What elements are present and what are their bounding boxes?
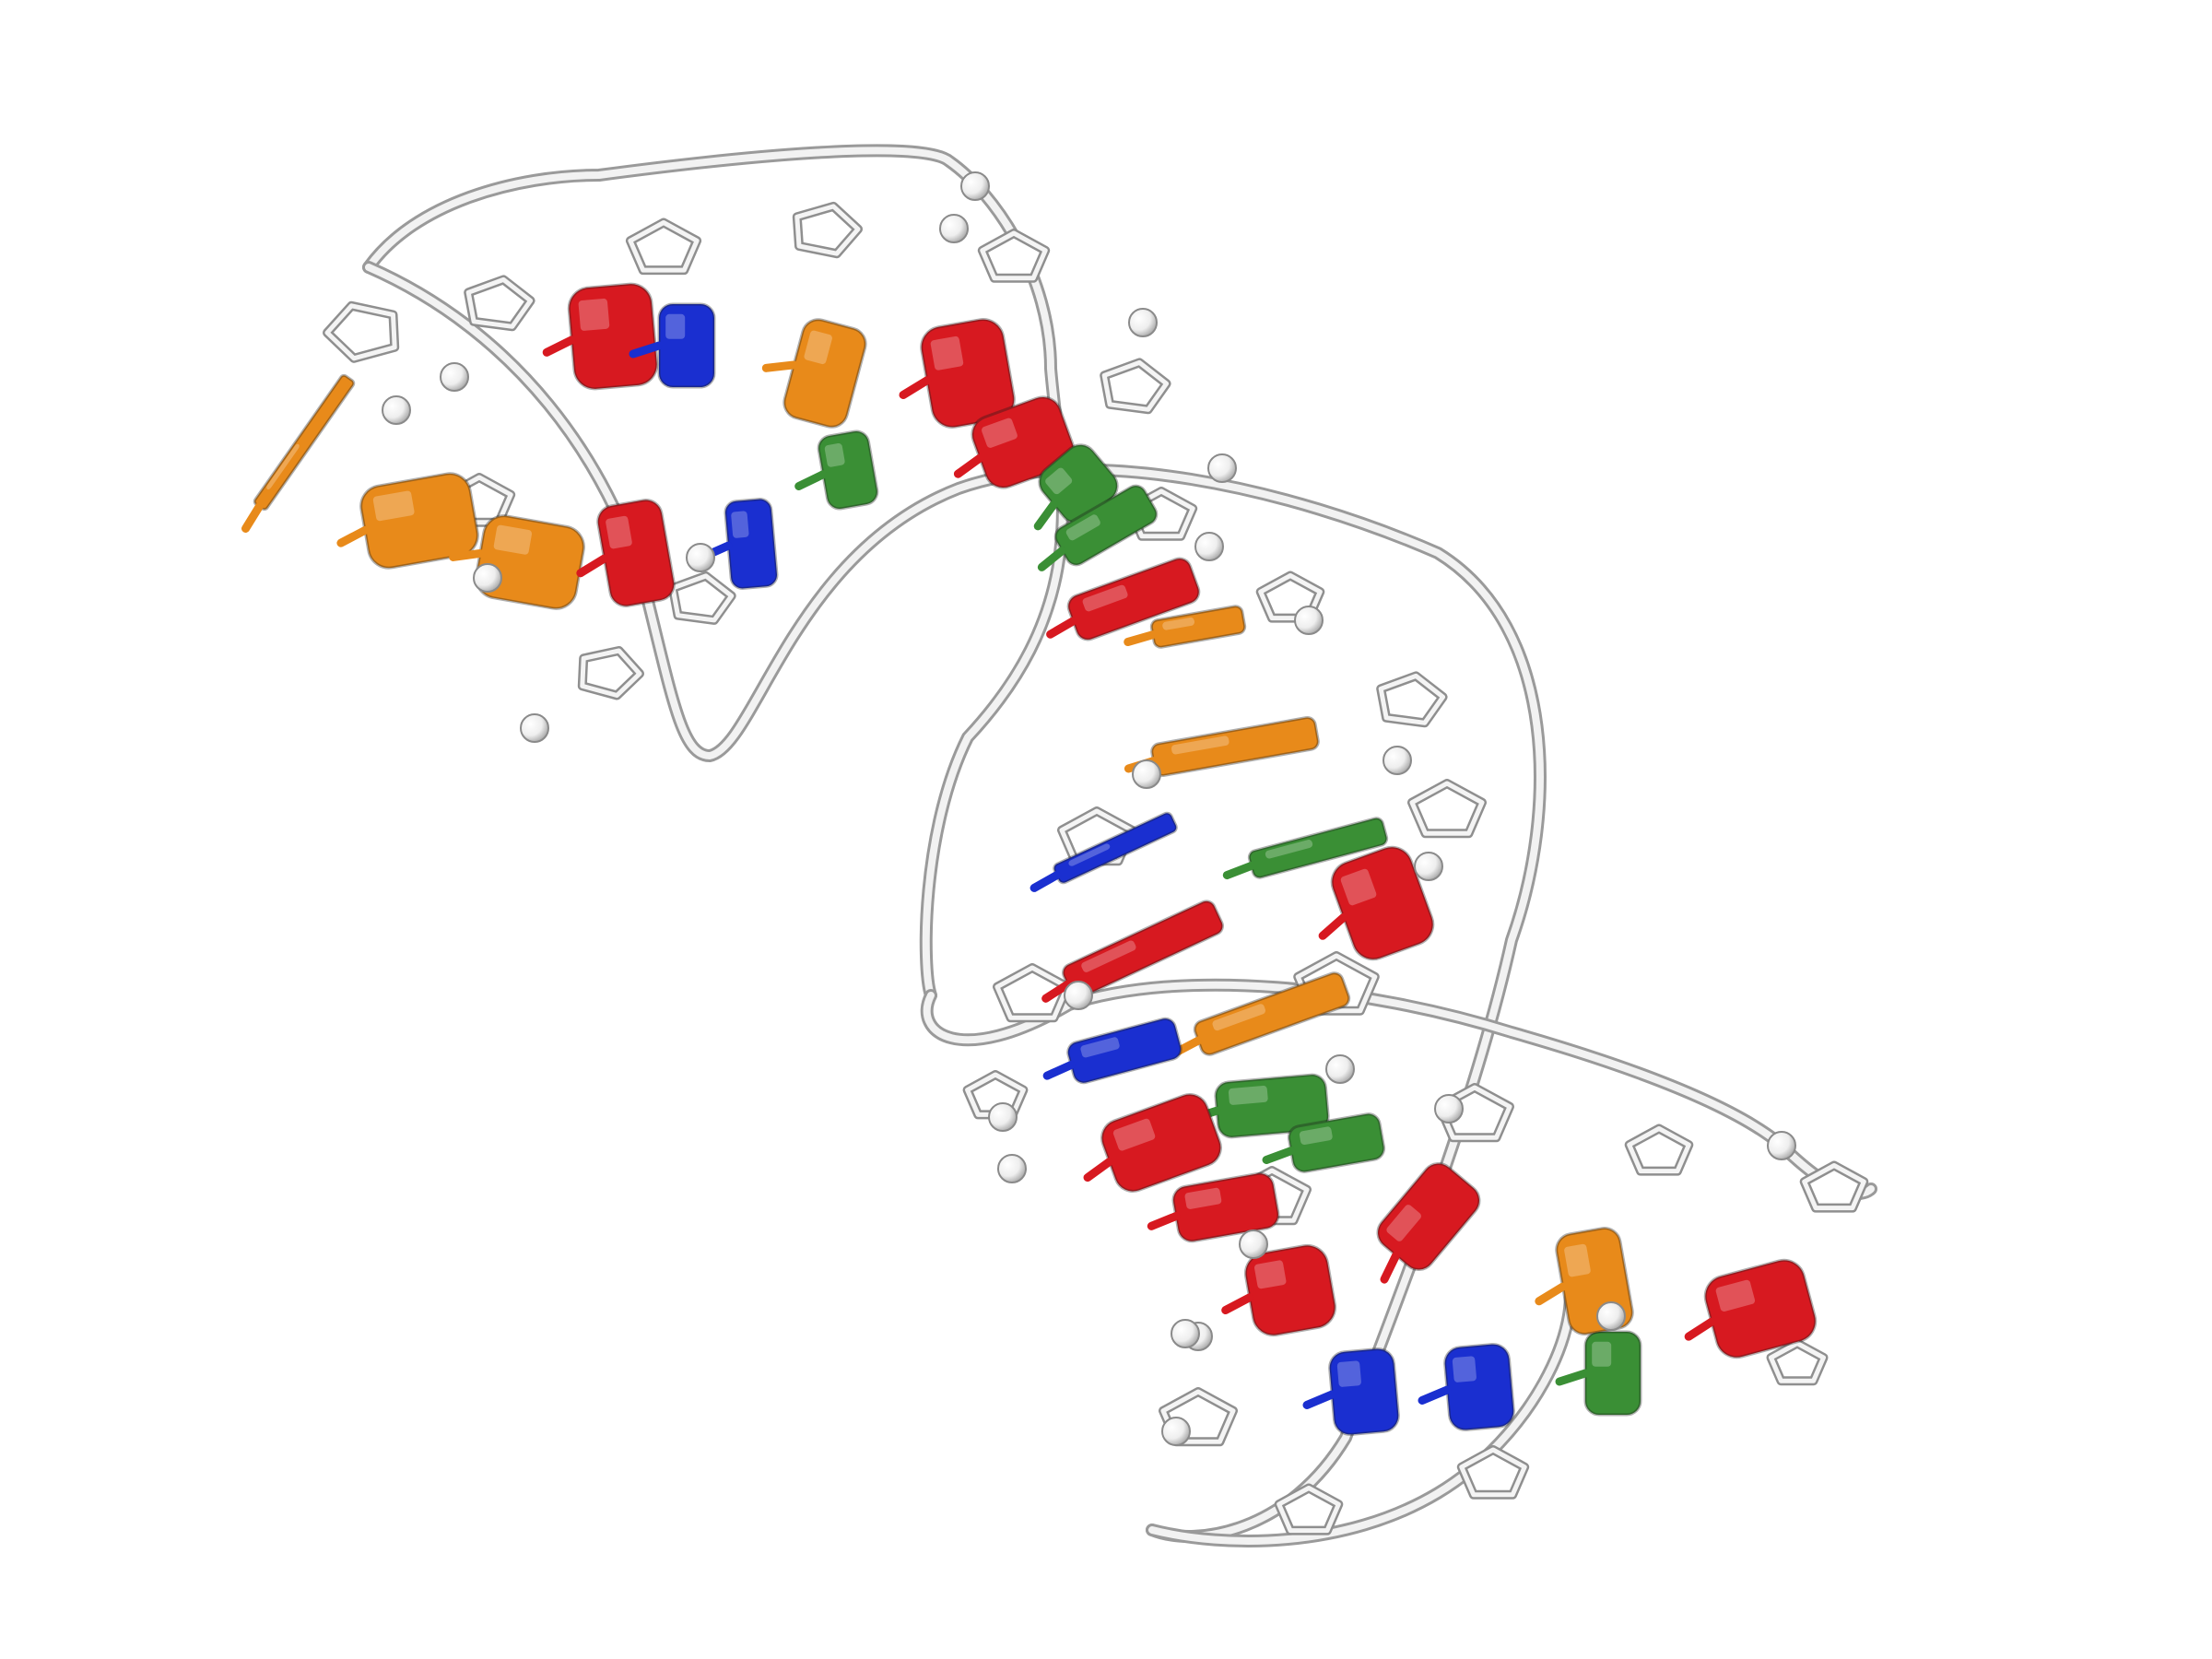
phosphate-sphere-icon [1171, 1319, 1200, 1348]
phosphate-sphere-icon [997, 1154, 1027, 1183]
guanine-base-icon [241, 373, 356, 533]
phosphate-sphere-icon [1239, 1230, 1268, 1259]
adenine-base-icon [1221, 1243, 1337, 1337]
sugar-ring-highlight [1378, 673, 1446, 725]
backbone-strand-1 [365, 147, 1066, 999]
phosphate-sphere-icon [520, 713, 549, 743]
phosphate-sphere-icon [1132, 759, 1161, 789]
sugar-ring-highlight [1277, 1486, 1341, 1534]
sugar-ring-highlight [1459, 1447, 1527, 1498]
sugar-ring-highlight [980, 230, 1048, 281]
backbone-strand-3-outline [920, 978, 1877, 1200]
cytosine-base-icon [1302, 1347, 1400, 1436]
adenine-base-icon [1318, 845, 1435, 961]
sugar-ring-highlight [465, 276, 534, 329]
sugar-ring-highlight [794, 204, 861, 256]
sugar-ring-highlight [1769, 1341, 1826, 1383]
sugar-ring-highlight [1409, 781, 1485, 836]
cytosine-base-icon [1042, 1017, 1182, 1085]
adenine-base-icon [1376, 1162, 1481, 1284]
phosphate-sphere-icon [1434, 1094, 1464, 1124]
phosphate-sphere-icon [1414, 852, 1443, 881]
adenine-base-icon [1083, 1093, 1222, 1193]
phosphate-sphere-icon [473, 563, 502, 593]
backbone-strand-2 [365, 264, 1544, 1540]
phosphate-sphere-icon [1161, 1417, 1191, 1446]
guanine-base-icon [761, 318, 867, 429]
cytosine-base-icon [1418, 1343, 1515, 1431]
phosphate-sphere-icon [440, 362, 469, 392]
phosphate-sphere-icon [988, 1102, 1018, 1132]
phosphate-sphere-icon [939, 214, 969, 243]
guanine-base-icon [336, 472, 479, 570]
sugar-ring-highlight [1627, 1126, 1691, 1174]
adenine-base-icon [953, 395, 1076, 489]
adenine-base-icon [899, 318, 1016, 429]
cytosine-base-icon [1030, 811, 1178, 892]
sugar-rings [323, 201, 1869, 1535]
sugar-ring-highlight [628, 220, 700, 273]
uracil-base-icon [794, 429, 879, 511]
phosphate-spheres [382, 171, 1796, 1446]
phosphate-sphere-icon [1194, 532, 1224, 561]
sugar-ring-highlight [1160, 1389, 1236, 1444]
phosphate-sphere-icon [1382, 746, 1412, 775]
adenine-base-icon [1147, 1171, 1280, 1243]
phosphate-sphere-icon [1325, 1054, 1355, 1084]
uracil-base-icon [1222, 817, 1389, 880]
phosphate-sphere-icon [1128, 308, 1158, 337]
uracil-base-icon [1262, 1112, 1386, 1173]
backbone-ribbon [362, 144, 1877, 1547]
guanine-base-icon [1171, 971, 1351, 1057]
adenine-base-icon [1684, 1258, 1818, 1359]
uracil-base-icon [1037, 484, 1159, 571]
sugar-ring-highlight [670, 573, 735, 623]
sugar-ring-highlight [1101, 359, 1170, 412]
cytosine-base-icon [699, 498, 779, 590]
phosphate-sphere-icon [382, 395, 411, 425]
sugar-ring-highlight [1295, 953, 1378, 1014]
phosphate-sphere-icon [686, 543, 715, 572]
phosphate-sphere-icon [1207, 453, 1237, 483]
backbone-strand-1-outline [362, 144, 1069, 1002]
sugar-ring-highlight [1802, 1163, 1866, 1211]
phosphate-sphere-icon [1767, 1131, 1796, 1160]
cytosine-base-icon [629, 302, 716, 389]
sugar-ring-highlight [324, 303, 397, 361]
uracil-base-icon [1033, 443, 1119, 531]
nucleotide-bases [241, 282, 1818, 1436]
guanine-base-icon [1124, 605, 1247, 649]
uracil-base-icon [1187, 1073, 1330, 1139]
phosphate-sphere-icon [1064, 981, 1093, 1010]
sugar-ring-highlight [1258, 573, 1323, 621]
backbone-strand-3 [923, 981, 1875, 1197]
backbone-strand-4 [1148, 1268, 1574, 1545]
adenine-base-icon [1041, 900, 1224, 1003]
uracil-base-icon [1555, 1330, 1642, 1417]
phosphate-sphere-icon [1596, 1301, 1626, 1331]
sugar-ring-highlight [580, 648, 642, 698]
adenine-base-icon [576, 499, 676, 607]
adenine-base-icon [1046, 557, 1201, 641]
phosphate-sphere-icon [1294, 606, 1324, 635]
phosphate-sphere-icon [960, 171, 990, 201]
adenine-base-icon [542, 282, 659, 391]
